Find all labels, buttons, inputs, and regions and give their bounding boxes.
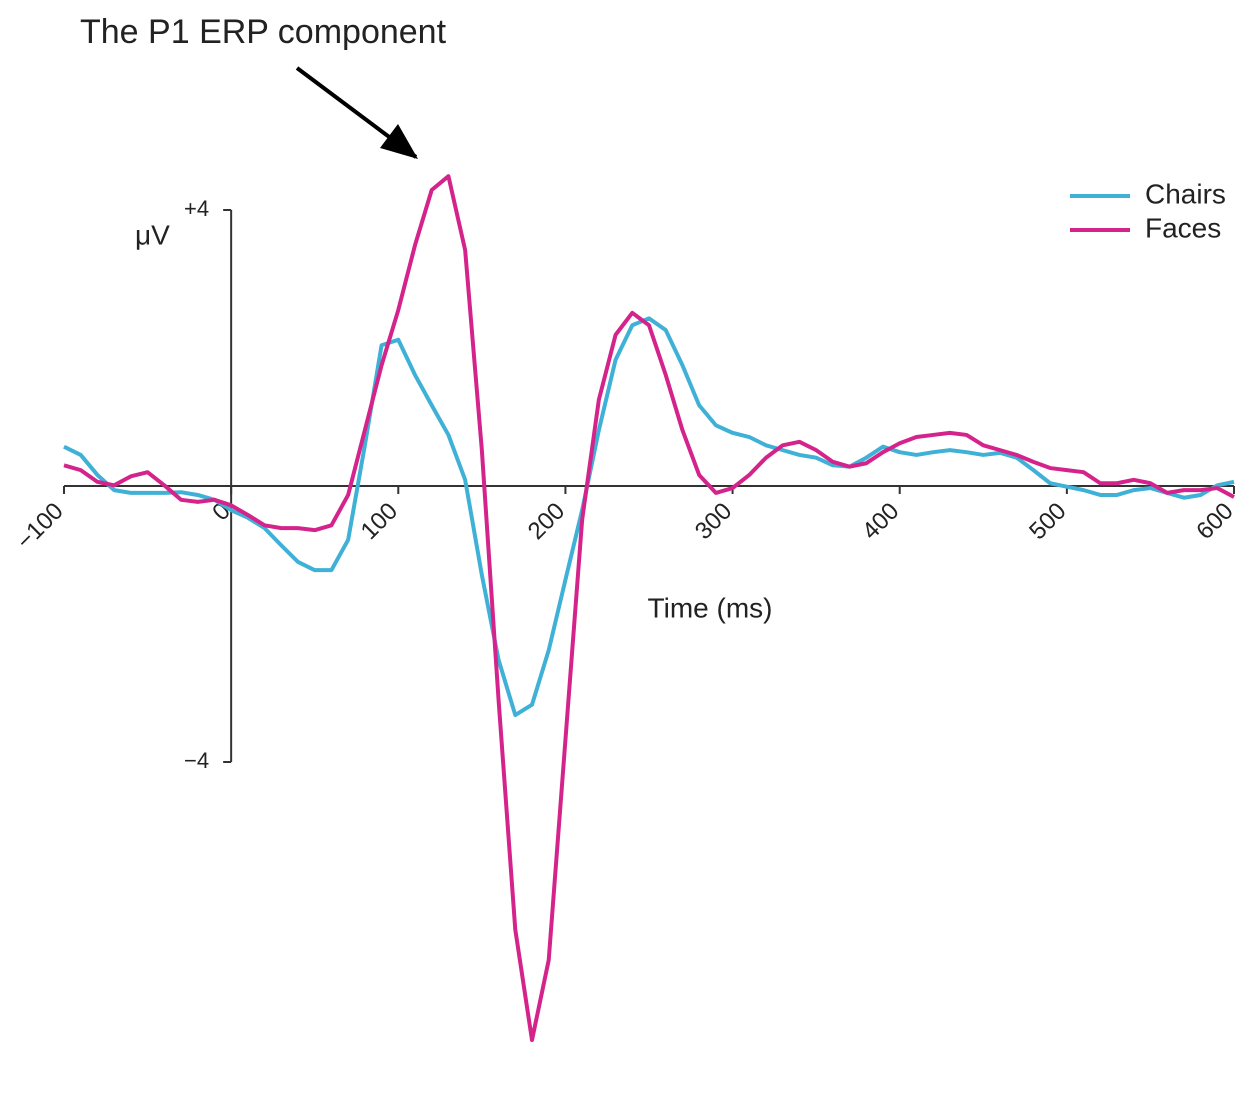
x-tick-label: 500 [1024, 498, 1071, 545]
x-tick-label: 600 [1191, 498, 1238, 545]
x-tick-label: 100 [356, 498, 403, 545]
y-axis-label: μV [135, 219, 170, 250]
y-tick-label: −4 [184, 748, 209, 773]
x-tick-label: 300 [690, 498, 737, 545]
series-line [63, 316, 1235, 718]
x-tick-label: −100 [11, 498, 68, 555]
legend-label: Faces [1145, 212, 1221, 243]
x-tick-label: 200 [523, 498, 570, 545]
annotation: The P1 ERP component [80, 13, 447, 51]
legend-label: Chairs [1145, 178, 1226, 209]
y-tick-label: +4 [184, 196, 209, 221]
arrow-head [380, 124, 418, 159]
x-tick-label: 400 [857, 498, 904, 545]
x-axis-label: Time (ms) [648, 592, 773, 623]
series-line [63, 174, 1235, 1043]
